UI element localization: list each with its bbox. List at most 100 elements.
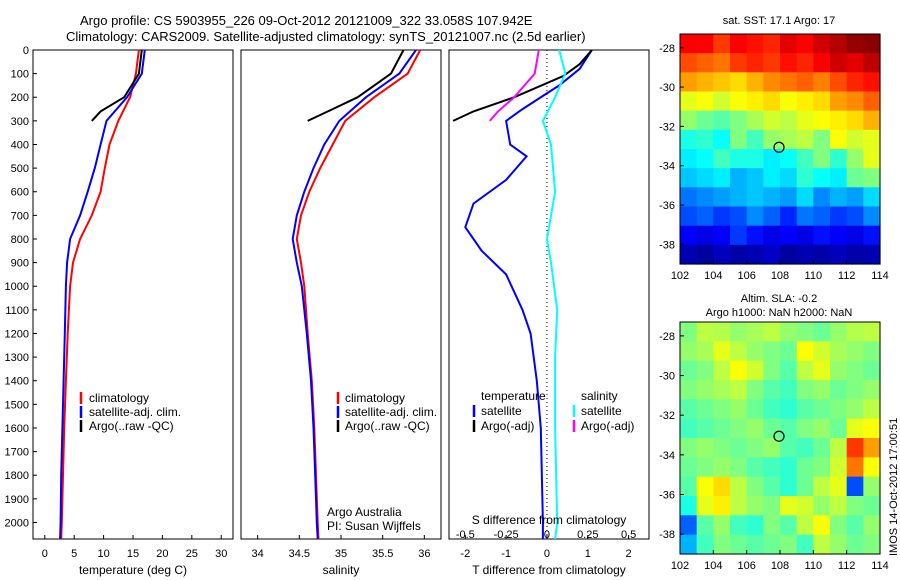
heatmap-cell: [713, 129, 731, 150]
y-tick-label: 1400: [5, 376, 29, 388]
heatmap-cell: [746, 496, 764, 516]
heatmap-cell: [830, 225, 848, 246]
s-tick-label: -0.5: [456, 529, 475, 541]
heatmap-cell: [863, 438, 881, 458]
heatmap-cell: [730, 457, 748, 478]
heatmap-cell: [813, 360, 831, 381]
heatmap-cell: [780, 476, 798, 497]
heatmap-cell: [863, 476, 881, 497]
heatmap-cell: [813, 496, 831, 516]
series-line-2: [541, 49, 567, 540]
heatmap-cell: [763, 244, 781, 265]
heatmap-cell: [780, 399, 798, 420]
heatmap-cell: [846, 380, 864, 400]
header-line2: Climatology: CARS2009. Satellite-adjuste…: [66, 29, 586, 44]
heatmap-cell: [780, 457, 798, 478]
heatmap-cell: [796, 399, 814, 420]
legend-label-s-argo: Argo(-adj): [581, 419, 634, 433]
sla-map-subtitle: Argo h1000: NaN h2000: NaN: [706, 307, 853, 319]
x-tick-label: 36: [418, 548, 430, 560]
x-tick-label: 5: [71, 548, 77, 560]
series-line-1: [452, 49, 593, 122]
x-tick-label: 102: [671, 560, 689, 572]
heatmap-cell: [713, 341, 731, 362]
legend-label-satellite: satellite-adj. clim.: [89, 405, 181, 419]
heatmap-cell: [680, 360, 698, 381]
heatmap-cell: [746, 534, 764, 555]
heatmap-cell: [696, 322, 714, 342]
y-tick-label: 1800: [5, 470, 29, 482]
heatmap-cell: [696, 168, 714, 188]
heatmap-cell: [830, 72, 848, 93]
heatmap-cell: [763, 129, 781, 150]
heatmap-cell: [796, 476, 814, 497]
heatmap-cell: [830, 322, 848, 342]
heatmap-cell: [746, 457, 764, 478]
heatmap-cell: [796, 515, 814, 536]
heatmap-cell: [796, 496, 814, 516]
heatmap-cell: [830, 438, 848, 458]
heatmap-cell: [846, 91, 864, 112]
difference-legend: temperature salinity satellite Argo(-adj…: [472, 389, 634, 433]
heatmap-cell: [730, 72, 748, 93]
y-tick-label: 600: [11, 187, 29, 199]
x-tick-label: 34.5: [289, 548, 310, 560]
x-tick-label: 106: [737, 560, 755, 572]
heatmap-cell: [863, 496, 881, 516]
heatmap-cell: [730, 206, 748, 227]
heatmap-cell: [763, 496, 781, 516]
y-tick-label: 1600: [5, 423, 29, 435]
heatmap-cell: [846, 53, 864, 73]
heatmap-cell: [746, 515, 764, 536]
heatmap-cell: [680, 187, 698, 208]
heatmap-cell: [763, 380, 781, 400]
heatmap-cell: [696, 457, 714, 478]
legend-label-argo: Argo(..raw -QC): [89, 419, 174, 433]
heatmap-cell: [713, 206, 731, 227]
heatmap-cell: [730, 380, 748, 400]
heatmap-cell: [696, 187, 714, 208]
heatmap-cell: [730, 360, 748, 381]
s-tick-label: 0.25: [577, 529, 598, 541]
heatmap-cell: [680, 341, 698, 362]
x-tick-label: 110: [805, 270, 823, 282]
heatmap-cell: [680, 91, 698, 112]
x-tick-label: 0: [544, 548, 550, 560]
heatmap-cell: [713, 438, 731, 458]
heatmap-cell: [796, 34, 814, 54]
heatmap-cell: [780, 496, 798, 516]
header-line1: Argo profile: CS 5903955_226 09-Oct-2012…: [80, 13, 533, 28]
heatmap-cell: [696, 515, 714, 536]
legend-label-climatology: climatology: [345, 391, 405, 405]
y-tick-label: -36: [659, 490, 675, 502]
heatmap-cell: [846, 129, 864, 150]
y-tick-label: 1100: [5, 305, 29, 317]
heatmap-cell: [680, 476, 698, 497]
heatmap-cell: [796, 244, 814, 265]
heatmap-cell: [796, 457, 814, 478]
heatmap-cell: [780, 380, 798, 400]
heatmap-cell: [713, 91, 731, 112]
x-tick-label: 35.5: [372, 548, 393, 560]
heatmap-cell: [680, 72, 698, 93]
heatmap-cell: [863, 360, 881, 381]
heatmap-cell: [680, 457, 698, 478]
heatmap-cell: [813, 380, 831, 400]
heatmap-cell: [813, 168, 831, 188]
heatmap-cell: [730, 476, 748, 497]
s-tick-label: -0.25: [494, 529, 519, 541]
heatmap-cell: [713, 496, 731, 516]
heatmap-cell: [813, 34, 831, 54]
heatmap-cell: [763, 110, 781, 131]
heatmap-cell: [680, 34, 698, 54]
s-difference-xlabel: S difference from climatology: [472, 513, 627, 527]
heatmap-cell: [713, 110, 731, 131]
heatmap-cell: [730, 244, 748, 265]
y-tick-label: -32: [659, 410, 675, 422]
series-line-1: [291, 49, 417, 540]
x-tick-label: 112: [838, 270, 856, 282]
difference-panel-frame: [448, 49, 650, 540]
x-tick-label: 112: [838, 560, 856, 572]
y-tick-label: 1000: [5, 281, 29, 293]
